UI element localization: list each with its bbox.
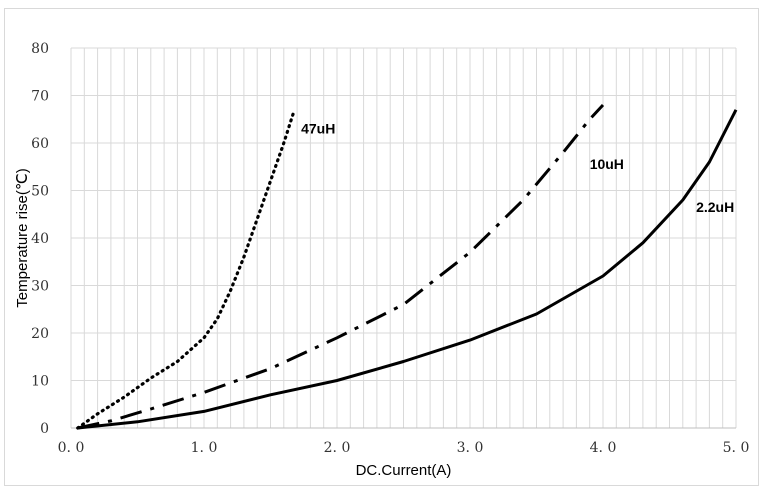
tick-labels: 0. 0 1. 0 2. 0 3. 0 4. 0 5. 0 0 10 20 30 40 50 60 70 8… — [31, 41, 749, 456]
y-tick-label: 30 — [31, 279, 49, 295]
grid-layer — [70, 47, 737, 429]
series-line-10uh — [77, 103, 605, 430]
x-tick-label: 5. 0 — [723, 440, 750, 456]
series-labels: 47uH 10uH 2.2uH — [301, 121, 734, 215]
x-tick-label: 1. 0 — [191, 440, 218, 456]
series-label-47uh: 47uH — [301, 121, 335, 137]
y-tick-label: 60 — [31, 136, 49, 152]
series-layer — [76, 103, 738, 430]
x-tick-label: 0. 0 — [58, 440, 85, 456]
x-tick-label: 3. 0 — [457, 440, 484, 456]
x-tick-label: 2. 0 — [324, 440, 351, 456]
y-axis-title: Temperature rise(℃) — [14, 168, 31, 307]
y-tick-label: 0 — [40, 421, 49, 437]
x-axis-title: DC.Current(A) — [356, 462, 452, 479]
series-label-2-2uh: 2.2uH — [696, 199, 734, 215]
x-tick-label: 4. 0 — [590, 440, 617, 456]
y-tick-label: 20 — [31, 326, 49, 342]
series-line-2-2uh — [77, 109, 738, 430]
temperature-rise-chart: 0. 0 1. 0 2. 0 3. 0 4. 0 5. 0 0 10 20 30 40 50 60 70 8… — [14, 41, 749, 479]
series-line-47uh — [76, 108, 296, 430]
y-tick-label: 50 — [31, 184, 49, 200]
chart-frame: 0. 0 1. 0 2. 0 3. 0 4. 0 5. 0 0 10 20 30 40 50 60 70 8… — [4, 8, 759, 486]
y-tick-label: 40 — [31, 231, 49, 247]
y-tick-label: 80 — [31, 41, 49, 57]
series-label-10uh: 10uH — [590, 156, 624, 172]
y-tick-label: 70 — [31, 89, 49, 105]
y-tick-label: 10 — [31, 374, 49, 390]
